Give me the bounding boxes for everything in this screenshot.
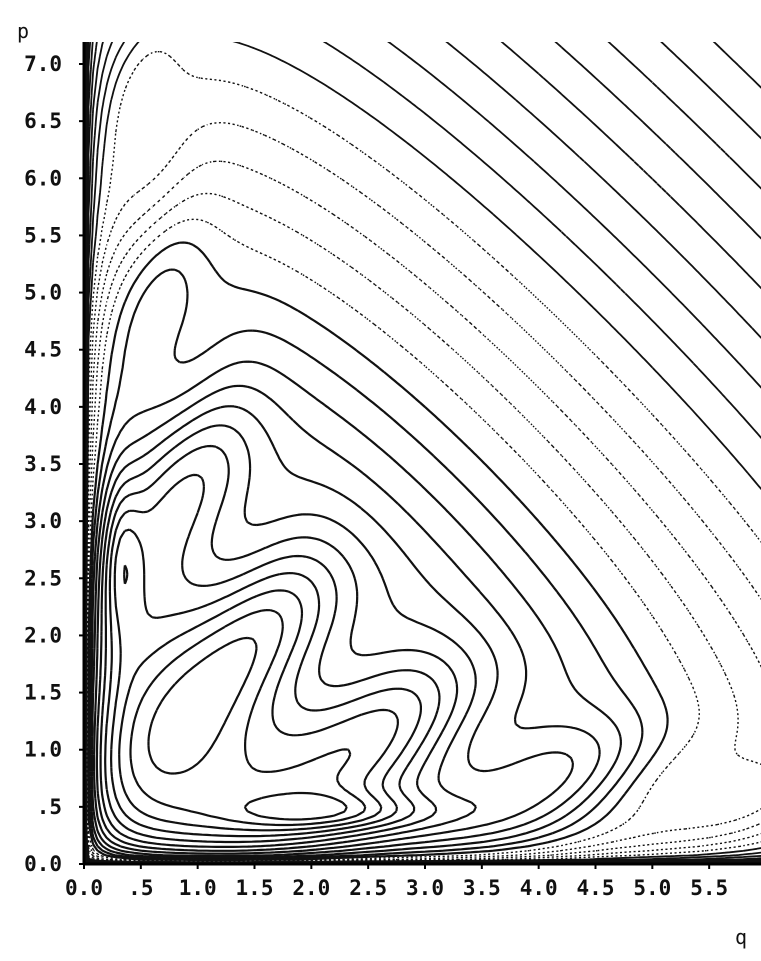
x-tick-label: 3.0	[406, 876, 444, 900]
y-tick-label: 7.0	[24, 52, 62, 76]
x-tick-label: 4.5	[577, 876, 615, 900]
y-tick-label: 4.0	[24, 395, 62, 419]
y-tick-label: 6.0	[24, 166, 62, 190]
y-tick-label: 3.5	[24, 452, 62, 476]
contour-line-solid	[90, 384, 601, 858]
x-axis-label: q	[735, 925, 747, 949]
y-tick-label: 0.0	[24, 852, 62, 876]
contour-line-solid	[110, 528, 422, 838]
contour-line-solid	[95, 424, 477, 852]
contour-line-dotted	[86, 192, 761, 862]
contour-line-solid	[99, 444, 459, 848]
contour-line-solid	[87, 268, 644, 861]
contour-line-solid	[118, 564, 399, 832]
y-tick-label: 3.0	[24, 509, 62, 533]
contour-line-solid	[129, 609, 367, 827]
x-tick-label: 1.5	[236, 876, 274, 900]
contour-line-dotted	[87, 218, 700, 861]
contour-line-solid	[87, 241, 669, 861]
contour-line-dotted	[86, 160, 761, 862]
y-tick-label: 1.0	[24, 738, 62, 762]
x-tick-label: 0.0	[65, 876, 103, 900]
x-tick-label: 2.5	[349, 876, 387, 900]
y-axis-label: p	[17, 19, 29, 43]
contour-line-solid	[104, 473, 441, 844]
y-ticks: 0.0 .5 1.0 1.5 2.0 2.5 3.0 3.5 4.0 4.5 5.0 5.5 6.0 6.…	[24, 52, 84, 876]
contour-line-solid	[147, 636, 348, 821]
x-tick-label: 2.0	[292, 876, 330, 900]
contour-lines	[84, 42, 761, 864]
y-tick-label: 2.5	[24, 566, 62, 590]
x-tick-label: 1.0	[179, 876, 217, 900]
x-tick-label: 5.0	[633, 876, 671, 900]
y-tick-label: 4.5	[24, 338, 62, 362]
x-tick-label: 3.5	[463, 876, 501, 900]
y-tick-label: 2.0	[24, 623, 62, 647]
contour-line-solid	[93, 405, 574, 855]
x-tick-label: .5	[128, 876, 153, 900]
x-tick-label: 4.0	[520, 876, 558, 900]
y-tick-label: .5	[37, 795, 62, 819]
y-tick-label: 5.0	[24, 281, 62, 305]
contour-line-solid	[89, 360, 622, 859]
x-ticks: 0.0 .5 1.0 1.5 2.0 2.5 3.0 3.5 4.0 4.5 5.0 5.5	[65, 864, 728, 900]
x-tick-label: 5.5	[690, 876, 728, 900]
y-tick-label: 5.5	[24, 223, 62, 247]
y-tick-label: 1.5	[24, 681, 62, 705]
y-tick-label: 6.5	[24, 109, 62, 133]
